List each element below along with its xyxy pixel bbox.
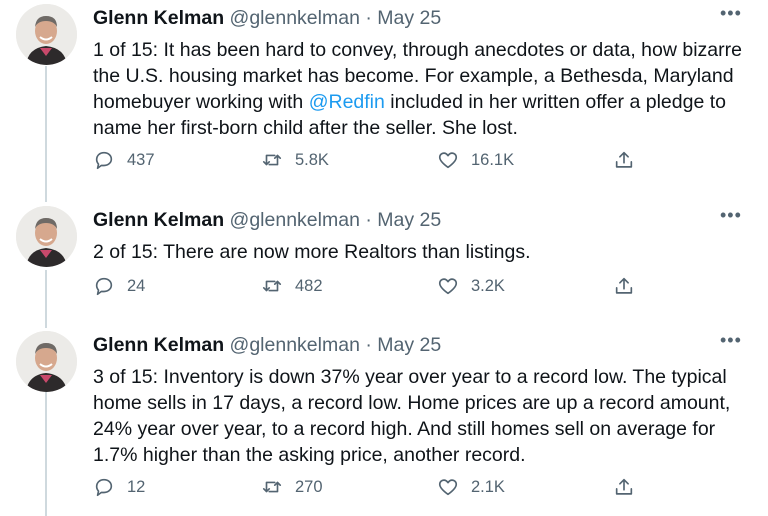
avatar[interactable] (16, 4, 77, 65)
more-icon[interactable]: ••• (720, 3, 742, 23)
share-icon (615, 151, 633, 168)
retweet-icon (262, 154, 282, 166)
like-icon (438, 479, 458, 496)
tweet[interactable]: Glenn Kelman @glennkelman · May 25 ••• 1… (0, 4, 768, 194)
separator: · (365, 334, 372, 356)
reply-count: 12 (127, 477, 146, 496)
tweet-header: Glenn Kelman @glennkelman · May 25 (93, 333, 441, 357)
avatar[interactable] (16, 331, 77, 392)
retweet-button[interactable]: 5.8K (261, 149, 329, 171)
avatar-image (16, 4, 77, 65)
more-icon[interactable]: ••• (720, 330, 742, 350)
tweet-text: 2 of 15: There are now more Realtors tha… (93, 239, 753, 265)
tweet-text: 3 of 15: Inventory is down 37% year over… (93, 364, 753, 468)
author-name[interactable]: Glenn Kelman (93, 7, 225, 29)
reply-icon (95, 277, 113, 296)
tweet-date[interactable]: May 25 (377, 209, 442, 231)
like-icon (438, 152, 458, 169)
separator: · (365, 7, 372, 29)
avatar-image (16, 331, 77, 392)
author-handle[interactable]: @glennkelman (229, 334, 360, 356)
share-button[interactable] (613, 149, 635, 171)
reply-count: 437 (127, 150, 155, 169)
tweet-header: Glenn Kelman @glennkelman · May 25 (93, 208, 441, 232)
share-icon (615, 277, 633, 294)
tweet-actions: 12 270 2.1K (93, 476, 653, 502)
retweet-button[interactable]: 270 (261, 476, 323, 498)
tweet-actions: 24 482 3.2K (93, 275, 653, 301)
like-count: 3.2K (471, 276, 505, 295)
tweet[interactable]: Glenn Kelman @glennkelman · May 25 ••• 3… (0, 331, 768, 516)
thread-line (45, 66, 47, 202)
more-icon[interactable]: ••• (720, 205, 742, 225)
author-name[interactable]: Glenn Kelman (93, 209, 225, 231)
like-button[interactable]: 16.1K (437, 149, 514, 171)
reply-icon (95, 478, 113, 497)
reply-count: 24 (127, 276, 146, 295)
thread-line (45, 270, 47, 328)
like-icon (438, 278, 458, 295)
tweet-text-part: 2 of 15: There are now more Realtors tha… (93, 241, 531, 263)
mention-link[interactable]: @Redfin (308, 91, 385, 113)
share-icon (615, 478, 633, 495)
share-button[interactable] (613, 476, 635, 498)
like-count: 2.1K (471, 477, 505, 496)
tweet-text: 1 of 15: It has been hard to convey, thr… (93, 37, 753, 141)
tweet-text-part: 1 of 15: It has been hard to convey, thr… (93, 39, 742, 113)
author-name[interactable]: Glenn Kelman (93, 334, 225, 356)
tweet-text-part: 3 of 15: Inventory is down 37% year over… (93, 366, 731, 466)
retweet-count: 482 (295, 276, 323, 295)
thread-line (45, 392, 47, 516)
reply-button[interactable]: 24 (93, 275, 145, 297)
tweet-actions: 437 5.8K 16.1K (93, 149, 653, 175)
author-handle[interactable]: @glennkelman (229, 7, 360, 29)
retweet-icon (262, 481, 282, 493)
like-count: 16.1K (471, 150, 515, 169)
share-button[interactable] (613, 275, 635, 297)
tweet[interactable]: Glenn Kelman @glennkelman · May 25 ••• 2… (0, 206, 768, 310)
tweet-header: Glenn Kelman @glennkelman · May 25 (93, 6, 441, 30)
separator: · (365, 209, 372, 231)
avatar[interactable] (16, 206, 77, 267)
author-handle[interactable]: @glennkelman (229, 209, 360, 231)
avatar-image (16, 206, 77, 267)
reply-button[interactable]: 12 (93, 476, 145, 498)
like-button[interactable]: 3.2K (437, 275, 505, 297)
reply-button[interactable]: 437 (93, 149, 155, 171)
reply-icon (95, 151, 113, 170)
tweet-text-part: included in her written offer a pledge t… (93, 91, 726, 139)
tweet-date[interactable]: May 25 (377, 334, 442, 356)
retweet-count: 5.8K (295, 150, 329, 169)
tweet-date[interactable]: May 25 (377, 7, 442, 29)
retweet-button[interactable]: 482 (261, 275, 323, 297)
retweet-count: 270 (295, 477, 323, 496)
like-button[interactable]: 2.1K (437, 476, 505, 498)
retweet-icon (262, 280, 282, 292)
